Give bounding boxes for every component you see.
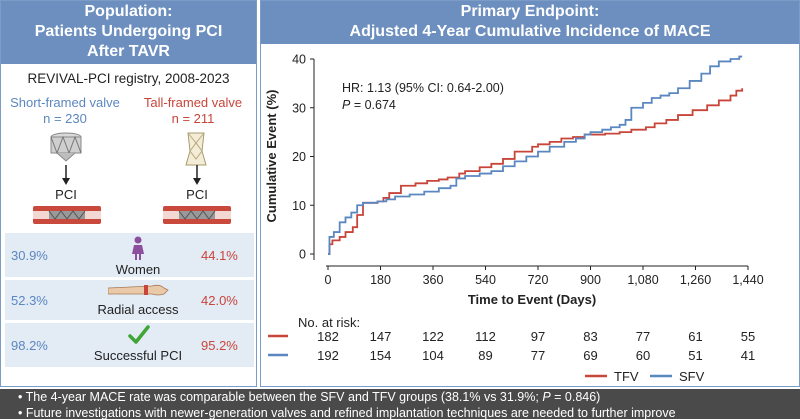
x-tick-label: 360 [423,273,444,287]
sfv-n: n = 230 [43,111,87,126]
summary-bullet-2: • Future investigations with newer-gener… [18,406,676,420]
y-axis-label: Cumulative Event (%) [264,90,279,223]
sfv-risk-legend-line [268,353,288,357]
series-line-sfv [328,55,743,255]
radial-sfv-value: 52.3% [11,293,48,308]
risk-sfv-cell: 104 [422,348,444,363]
risk-tfv-cell: 83 [583,329,598,344]
summary-bullet-1: • The 4-year MACE rate was comparable be… [18,390,600,404]
woman-icon [132,236,144,260]
population-panel: Population: Patients Undergoing PCI Afte… [0,0,257,387]
risk-tfv-cell: 122 [422,329,444,344]
population-subtitle-2: After TAVR [87,43,170,60]
summary-bar: • The 4-year MACE rate was comparable be… [0,389,800,420]
arrow-down-icon [62,165,70,185]
endpoint-title: Primary Endpoint: [460,3,600,20]
risk-tfv-cell: 61 [688,329,703,344]
arrow-down-icon [193,165,201,185]
risk-sfv-cell: 77 [530,348,546,363]
population-subtitle-1: Patients Undergoing PCI [34,23,223,40]
series-line-tfv [328,88,744,255]
hr-annotation: HR: 1.13 (95% CI: 0.64-2.00) [342,81,504,95]
x-tick-label: 180 [370,273,391,287]
stent-icon [33,206,101,224]
radial-access-row: 52.3% Radial access 42.0% [5,280,254,320]
population-header: Population: Patients Undergoing PCI Afte… [1,1,256,64]
risk-title: No. at risk: [298,315,361,330]
x-tick-label: 900 [580,273,601,287]
y-tick-label: 30 [292,101,306,115]
risk-tfv-cell: 55 [740,329,756,344]
x-axis-label: Time to Event (Days) [468,292,596,307]
women-label: Women [115,262,161,277]
risk-sfv-cell: 154 [369,348,392,363]
risk-tfv-cell: 182 [317,329,339,344]
women-row: 30.9% Women 44.1% [5,233,254,277]
tfv-risk-legend-line [268,334,288,338]
summary-bullet-1-text: • The 4-year MACE rate was comparable be… [18,390,543,404]
radial-access-label: Radial access [97,302,179,317]
p-value-letter: P [342,98,351,112]
endpoint-header: Primary Endpoint: Adjusted 4-Year Cumula… [261,1,799,44]
pci-label-tfv: PCI [186,187,208,202]
summary-bullet-1-suffix: = 0.846) [550,390,601,404]
registry-label: REVIVAL-PCI registry, 2008-2023 [27,71,230,86]
legend-sfv-label: SFV [679,369,705,384]
population-title: Population: [84,3,173,20]
tfv-label: Tall-framed valve [143,95,243,110]
p-value-annotation: P = 0.674 [342,98,396,112]
successful-pci-row: 98.2% Successful PCI 95.2% [5,323,254,367]
short-frame-valve-icon [50,132,82,162]
pci-label-sfv: PCI [55,187,77,202]
x-tick-label: 720 [528,273,549,287]
legend: TFV SFV [585,369,705,384]
risk-sfv-cell: 41 [740,348,756,363]
endpoint-panel: Primary Endpoint: Adjusted 4-Year Cumula… [260,0,800,387]
x-tick-label: 0 [325,273,332,287]
tall-frame-valve-icon [185,132,207,166]
y-tick-label: 40 [292,53,306,67]
summary-bullet-1-p: P [542,390,551,404]
stent-icon [163,206,231,224]
risk-tfv-cell: 147 [369,329,392,344]
success-sfv-value: 98.2% [11,338,48,353]
legend-tfv-label: TFV [614,369,639,384]
tfv-n: n = 211 [171,111,215,126]
risk-tfv-cell: 112 [475,329,496,344]
y-tick-label: 10 [292,199,306,213]
risk-sfv-cell: 51 [688,348,703,363]
checkmark-icon [128,325,150,344]
risk-tfv-cell: 77 [635,329,651,344]
risk-sfv-cell: 60 [635,348,651,363]
risk-tfv-cell: 97 [530,329,546,344]
x-tick-label: 540 [475,273,496,287]
risk-sfv-cell: 89 [478,348,493,363]
p-value-number: = 0.674 [350,98,396,112]
endpoint-subtitle: Adjusted 4-Year Cumulative Incidence of … [349,23,711,40]
mace-chart: 0 10 20 30 40 0 180 360 540 720 900 1,080 1,260 1,440… [264,53,764,308]
women-sfv-value: 30.9% [11,248,48,263]
x-tick-label: 1,440 [732,273,763,287]
women-tfv-value: 44.1% [201,248,238,263]
x-tick-label: 1,080 [627,273,658,287]
success-tfv-value: 95.2% [201,338,238,353]
risk-sfv-cell: 192 [317,348,339,363]
arm-icon [108,284,169,296]
y-tick-label: 0 [299,248,306,262]
x-tick-label: 1,260 [680,273,711,287]
radial-tfv-value: 42.0% [201,293,238,308]
successful-pci-label: Successful PCI [93,348,183,363]
sfv-label: Short-framed valve [10,95,120,110]
y-tick-label: 20 [292,150,306,164]
risk-sfv-cell: 69 [583,348,598,363]
